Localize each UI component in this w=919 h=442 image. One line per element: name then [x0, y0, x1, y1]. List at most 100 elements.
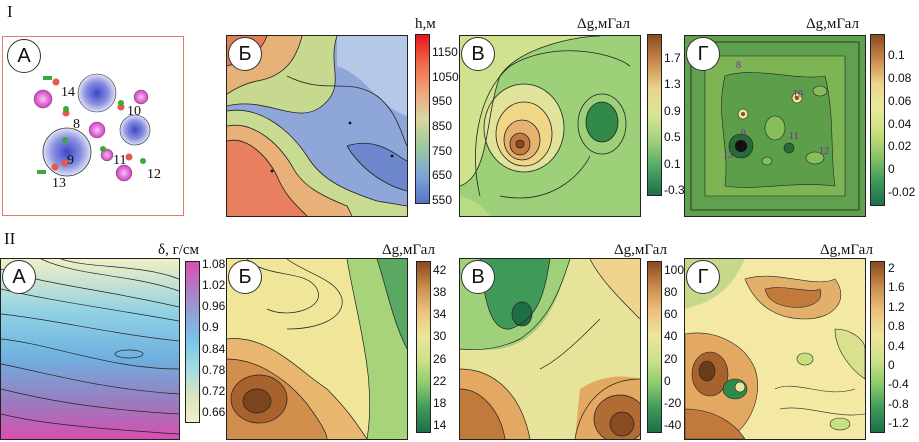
schematic-diagram: [33, 73, 151, 182]
gravity-map-2b: Б: [226, 258, 408, 440]
colorbar-tick-label: 950: [432, 94, 453, 109]
density-colorbar-title: δ, г/см: [158, 242, 200, 258]
gravity-1g-colorbar-title: Δg,мГал: [806, 16, 859, 32]
colorbar-tick-label: 550: [432, 193, 453, 207]
colorbar-tick-label: 0.06: [888, 93, 912, 108]
relief-letter: Б: [228, 37, 262, 71]
colorbar-tick-label: 1.3: [664, 77, 681, 92]
colorbar-tick-label: 0.1: [664, 156, 681, 171]
gravity-map-1v: В: [459, 35, 641, 217]
gravity-1v-letter: В: [461, 37, 495, 71]
colorbar-tick-label: 40: [664, 329, 678, 344]
density-map: А: [0, 258, 180, 440]
marker-label-13: 13: [723, 150, 733, 161]
colorbar-tick-label: 60: [664, 307, 678, 322]
colorbar-tick-label: 0.96: [202, 299, 226, 314]
colorbar-tick-label: 38: [433, 285, 447, 300]
colorbar-tick-label: 0: [888, 357, 895, 372]
gravity-2g-colorbar: [870, 261, 885, 433]
marker-label-9: 9: [741, 128, 746, 139]
gravity-2v-letter: В: [461, 260, 495, 294]
gravity-1g-letter: Г: [686, 37, 720, 71]
relief-colorbar-title: h,м: [415, 16, 436, 32]
row-label-II: II: [4, 229, 16, 248]
schematic-panel: А 14 8 10 9 11 13 12: [2, 36, 184, 216]
marker-label-12: 12: [819, 146, 829, 157]
colorbar-tick-label: 80: [664, 285, 678, 300]
gravity-2b-letter: Б: [228, 260, 262, 294]
colorbar-tick-label: -20: [664, 395, 682, 410]
gravity-2b-colorbar: [416, 261, 431, 433]
colorbar-tick-label: 1.08: [202, 257, 226, 271]
body-label-10: 10: [127, 104, 141, 119]
gravity-2v-colorbar-title: Δg,мГал: [614, 242, 667, 258]
gravity-contours-2g: [685, 259, 865, 439]
colorbar-tick-label: 0.66: [202, 405, 226, 419]
colorbar-tick-label: 650: [432, 168, 453, 183]
density-colorbar: [185, 261, 200, 423]
body-label-11: 11: [113, 153, 127, 168]
gravity-1v-colorbar: [647, 34, 662, 196]
marker-label-8: 8: [736, 60, 741, 71]
marker-label-10: 10: [793, 89, 803, 100]
colorbar-tick-label: -1.2: [888, 416, 909, 430]
colorbar-tick-label: 0.5: [664, 130, 681, 145]
colorbar-tick-label: 0: [888, 162, 895, 177]
gravity-2v-colorbar: [647, 261, 662, 433]
colorbar-tick-label: -0.02: [888, 185, 916, 199]
gravity-1g-colorbar: [870, 34, 885, 206]
relief-map: Б: [226, 35, 408, 217]
colorbar-tick-label: -0.8: [888, 396, 909, 411]
colorbar-tick-label: 0.84: [202, 341, 226, 356]
colorbar-tick-label: 1150: [432, 45, 458, 59]
colorbar-tick-label: 22: [433, 373, 447, 388]
colorbar-tick-label: 850: [432, 119, 453, 133]
colorbar-tick-label: 1.7: [664, 51, 681, 65]
colorbar-tick-label: 2: [888, 261, 895, 275]
colorbar-tick-label: 34: [433, 307, 447, 322]
colorbar-tick-label: 0.9: [664, 103, 681, 118]
relief-colorbar: [415, 34, 430, 204]
gravity-map-2g: Г: [684, 258, 866, 440]
body-label-9: 9: [67, 153, 74, 168]
colorbar-tick-label: 0.1: [888, 48, 905, 62]
gravity-contours-1g: [685, 36, 865, 216]
colorbar-tick-label: -0.3: [664, 183, 685, 197]
colorbar-tick-label: 42: [433, 263, 447, 277]
gravity-map-1g: Г 8 10 9 11 13 12: [684, 35, 866, 217]
gravity-2g-colorbar-title: Δg,мГал: [820, 242, 873, 258]
colorbar-tick-label: 1.6: [888, 280, 905, 295]
colorbar-tick-label: 0.02: [888, 139, 912, 154]
colorbar-tick-label: 20: [664, 351, 678, 366]
row-label-I: I: [7, 2, 13, 21]
colorbar-tick-label: 1.2: [888, 299, 905, 314]
colorbar-tick-label: 0.4: [888, 338, 905, 353]
colorbar-tick-label: 1050: [432, 69, 459, 84]
colorbar-tick-label: 100: [664, 263, 685, 277]
colorbar-tick-label: 0: [664, 373, 671, 388]
colorbar-tick-label: 1.02: [202, 278, 226, 293]
body-label-12: 12: [147, 167, 161, 182]
colorbar-tick-label: 0.78: [202, 362, 226, 377]
gravity-map-2v: В: [459, 258, 641, 440]
density-letter: А: [2, 260, 36, 294]
colorbar-tick-label: -40: [664, 418, 682, 432]
schematic-letter: А: [7, 39, 41, 73]
colorbar-tick-label: 18: [433, 395, 447, 410]
colorbar-tick-label: 26: [433, 351, 447, 366]
colorbar-tick-label: 30: [433, 329, 447, 344]
colorbar-tick-label: 14: [433, 418, 447, 432]
gravity-2g-letter: Г: [686, 260, 720, 294]
colorbar-tick-label: 0.9: [202, 320, 219, 335]
colorbar-tick-label: -0.4: [888, 377, 909, 392]
gravity-2b-colorbar-title: Δg,мГал: [382, 242, 435, 258]
colorbar-tick-label: 750: [432, 143, 453, 158]
colorbar-tick-label: 0.04: [888, 116, 912, 131]
colorbar-tick-label: 0.8: [888, 319, 905, 334]
marker-label-11: 11: [789, 131, 799, 142]
gravity-1v-colorbar-title: Δg,мГал: [577, 16, 630, 32]
colorbar-tick-label: 0.72: [202, 383, 226, 398]
body-label-13: 13: [52, 176, 66, 191]
colorbar-tick-label: 0.08: [888, 70, 912, 85]
body-label-8: 8: [73, 117, 80, 132]
